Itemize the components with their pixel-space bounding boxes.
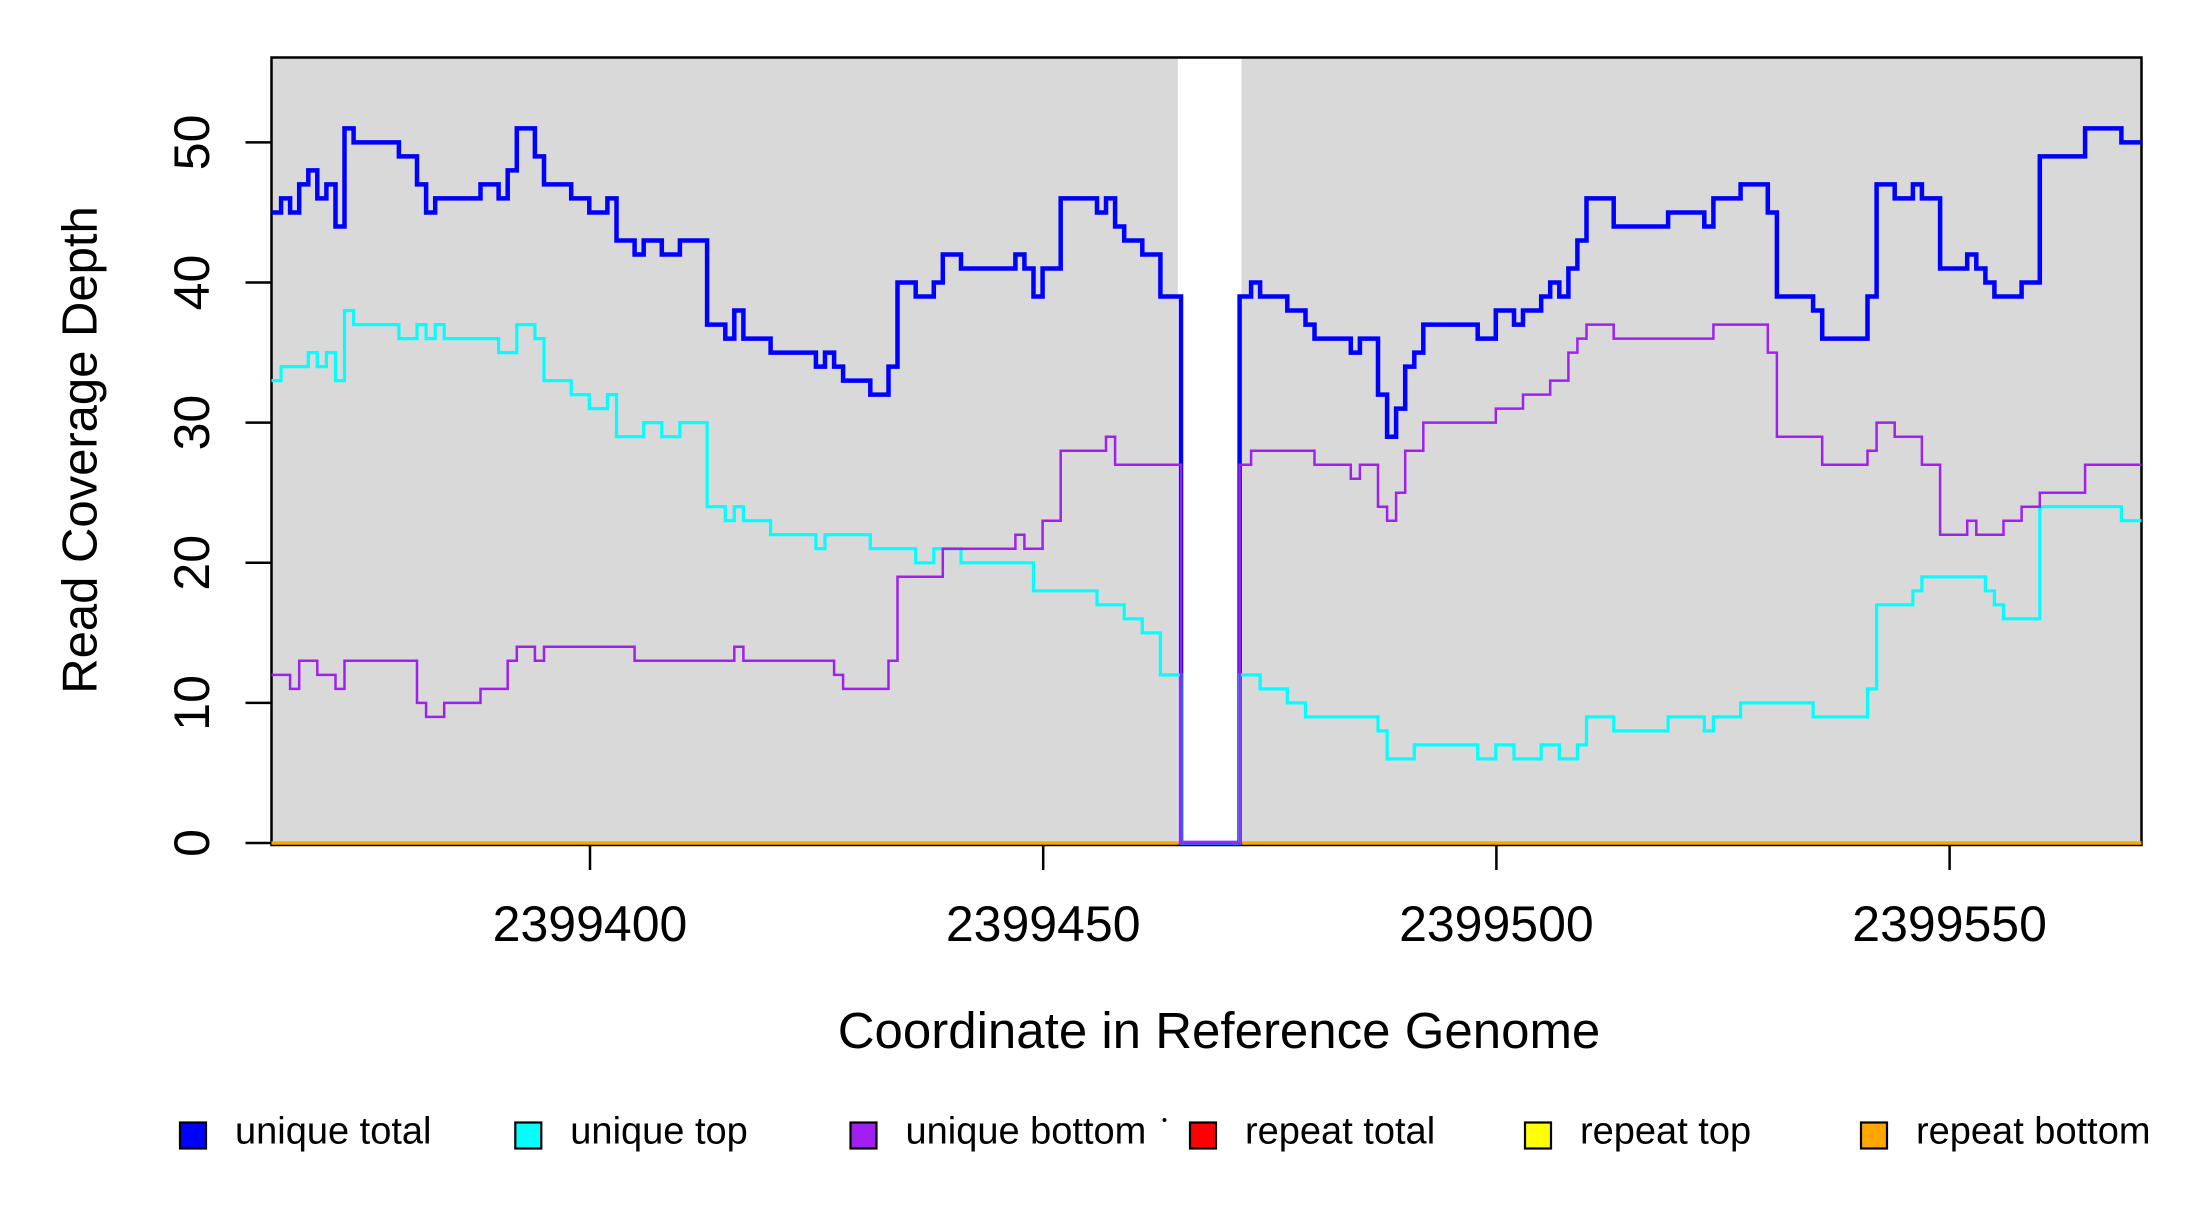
svg-text:repeat top: repeat top xyxy=(1580,1111,1751,1153)
svg-text:unique bottom: unique bottom xyxy=(906,1111,1147,1153)
svg-text:Coordinate in Reference Genome: Coordinate in Reference Genome xyxy=(838,1002,1601,1059)
svg-text:40: 40 xyxy=(164,255,220,311)
svg-text:0: 0 xyxy=(164,829,220,857)
svg-text:Read Coverage Depth: Read Coverage Depth xyxy=(54,206,108,694)
svg-text:unique top: unique top xyxy=(570,1111,748,1153)
svg-text:unique total: unique total xyxy=(235,1111,432,1153)
svg-text:30: 30 xyxy=(164,395,220,451)
svg-text:repeat total: repeat total xyxy=(1245,1111,1435,1153)
svg-text:2399450: 2399450 xyxy=(946,896,1141,952)
svg-text:2399400: 2399400 xyxy=(493,896,688,952)
svg-text:10: 10 xyxy=(164,675,220,731)
svg-text:50: 50 xyxy=(164,115,220,171)
svg-text:20: 20 xyxy=(164,535,220,591)
svg-text:2399550: 2399550 xyxy=(1852,896,2047,952)
svg-text:2399500: 2399500 xyxy=(1399,896,1594,952)
svg-text:repeat bottom: repeat bottom xyxy=(1916,1111,2150,1153)
